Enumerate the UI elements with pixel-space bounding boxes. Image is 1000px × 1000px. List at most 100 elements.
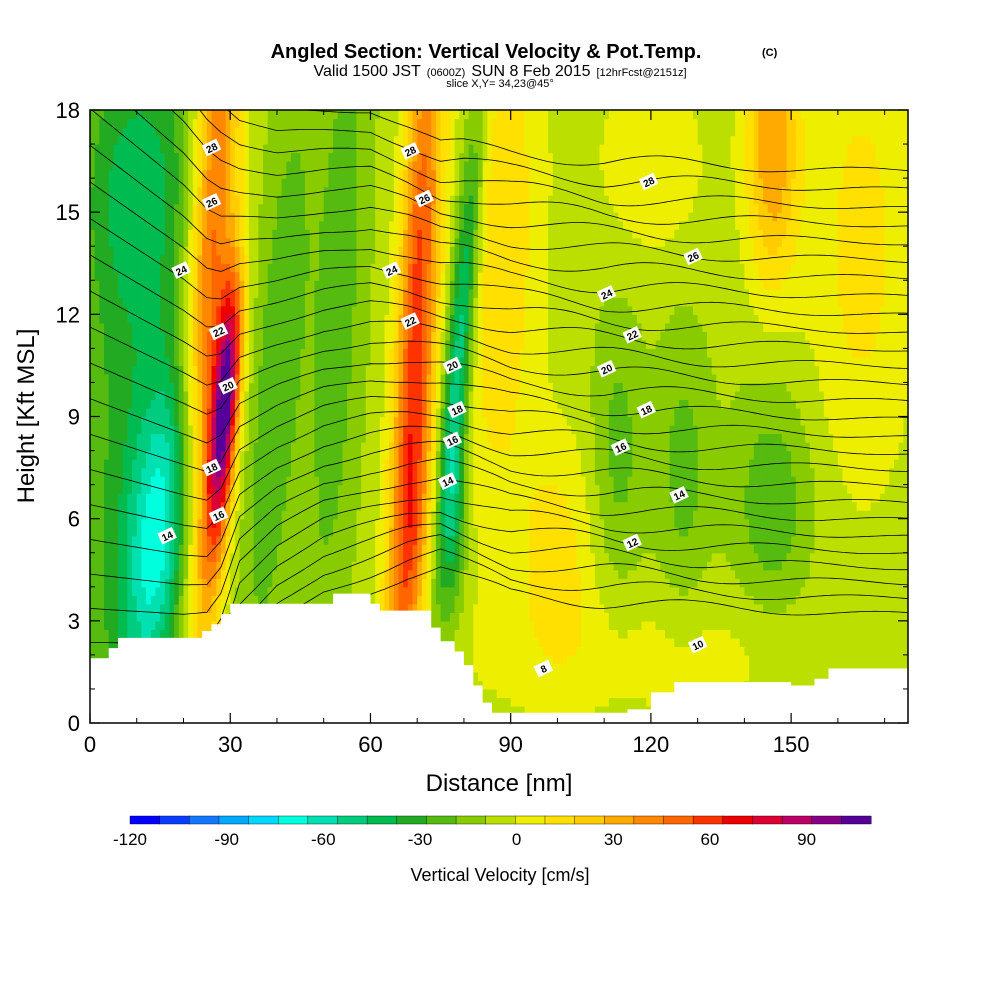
velocity-cell xyxy=(319,544,325,554)
velocity-cell xyxy=(155,552,161,562)
velocity-cell xyxy=(473,476,479,486)
velocity-cell xyxy=(847,595,853,605)
velocity-cell xyxy=(725,527,731,537)
velocity-cell xyxy=(730,552,736,562)
velocity-cell xyxy=(903,620,908,630)
velocity-cell xyxy=(669,637,675,647)
velocity-cell xyxy=(562,484,568,494)
velocity-cell xyxy=(468,646,474,656)
velocity-cell xyxy=(520,603,526,613)
velocity-cell xyxy=(160,612,166,622)
velocity-cell xyxy=(496,544,502,554)
velocity-cell xyxy=(805,646,811,656)
velocity-cell xyxy=(174,544,180,554)
velocity-cell xyxy=(529,578,535,588)
velocity-cell xyxy=(440,578,446,588)
velocity-cell xyxy=(847,569,853,579)
velocity-cell xyxy=(557,535,563,545)
velocity-cell xyxy=(767,484,774,494)
velocity-cell xyxy=(805,527,811,537)
velocity-cell xyxy=(683,561,689,571)
velocity-cell xyxy=(837,535,844,545)
velocity-cell xyxy=(753,620,760,630)
velocity-cell xyxy=(735,629,741,639)
velocity-cell xyxy=(487,476,493,486)
velocity-cell xyxy=(99,493,105,503)
velocity-cell xyxy=(183,527,189,537)
velocity-cell xyxy=(529,569,535,579)
velocity-cell xyxy=(295,586,301,596)
velocity-cell xyxy=(300,586,306,596)
velocity-cell xyxy=(552,510,559,520)
velocity-cell xyxy=(501,705,507,716)
velocity-cell xyxy=(632,697,638,707)
velocity-cell xyxy=(580,535,587,545)
velocity-cell xyxy=(590,535,596,545)
velocity-cell xyxy=(468,595,474,605)
velocity-cell xyxy=(496,501,502,511)
velocity-cell xyxy=(454,484,460,494)
velocity-cell xyxy=(127,569,133,579)
velocity-cell xyxy=(590,688,596,699)
velocity-cell xyxy=(225,561,231,571)
velocity-cell xyxy=(538,620,544,630)
velocity-cell xyxy=(99,612,105,622)
velocity-cell xyxy=(407,569,414,579)
velocity-cell xyxy=(309,586,315,596)
velocity-cell xyxy=(758,535,764,545)
velocity-cell xyxy=(463,629,470,639)
velocity-cell xyxy=(721,671,727,682)
velocity-cell xyxy=(150,535,157,545)
velocity-cell xyxy=(281,578,287,588)
velocity-cell xyxy=(365,552,372,562)
velocity-cell xyxy=(730,637,736,647)
velocity-cell xyxy=(744,518,750,528)
velocity-cell xyxy=(197,493,203,503)
velocity-cell xyxy=(384,544,390,554)
velocity-cell xyxy=(183,552,189,562)
velocity-cell xyxy=(122,493,128,503)
velocity-cell xyxy=(197,544,203,554)
velocity-cell xyxy=(389,527,395,537)
velocity-cell xyxy=(777,620,783,630)
velocity-cell xyxy=(192,527,199,537)
velocity-cell xyxy=(884,612,890,622)
velocity-cell xyxy=(192,569,199,579)
velocity-cell xyxy=(618,569,624,579)
velocity-cell xyxy=(678,586,685,596)
velocity-cell xyxy=(884,527,890,537)
velocity-cell xyxy=(786,484,792,494)
velocity-cell xyxy=(477,654,484,664)
velocity-cell xyxy=(809,552,816,562)
velocity-cell xyxy=(389,569,395,579)
velocity-cell xyxy=(398,603,404,613)
velocity-cell xyxy=(669,646,675,656)
velocity-cell xyxy=(580,654,587,664)
velocity-cell xyxy=(735,603,741,613)
velocity-cell xyxy=(473,612,479,622)
velocity-cell xyxy=(622,501,629,511)
velocity-cell xyxy=(286,527,292,537)
velocity-cell xyxy=(604,527,610,537)
velocity-cell xyxy=(319,569,325,579)
velocity-cell xyxy=(206,569,213,579)
velocity-cell xyxy=(767,527,774,537)
velocity-cell xyxy=(641,646,647,656)
velocity-cell xyxy=(809,671,816,682)
velocity-cell xyxy=(739,484,745,494)
velocity-cell xyxy=(463,476,470,486)
velocity-cell xyxy=(248,544,255,554)
velocity-cell xyxy=(234,493,241,503)
velocity-cell xyxy=(903,501,908,511)
velocity-cell xyxy=(160,518,166,528)
velocity-cell xyxy=(707,535,713,545)
velocity-cell xyxy=(342,527,348,537)
velocity-cell xyxy=(188,476,194,486)
velocity-cell xyxy=(655,671,661,682)
velocity-cell xyxy=(879,493,886,503)
velocity-cell xyxy=(608,569,615,579)
velocity-cell xyxy=(777,654,783,664)
velocity-cell xyxy=(650,595,657,605)
velocity-cell xyxy=(220,552,227,562)
velocity-cell xyxy=(823,603,830,613)
